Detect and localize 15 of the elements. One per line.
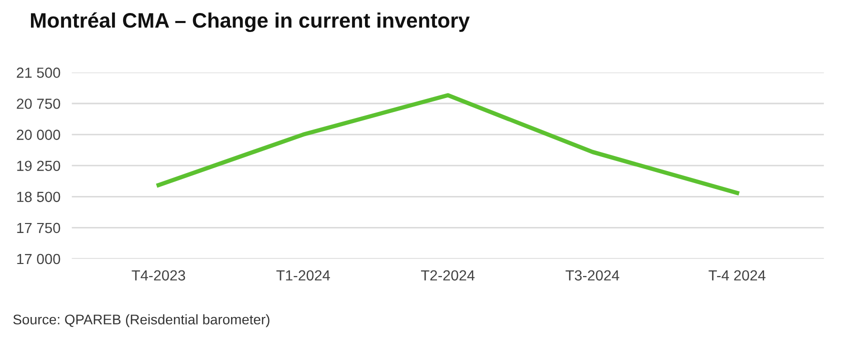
source-note: Source: QPAREB (Reisdential barometer) [13,314,270,328]
y-tick-label: 19 250 [17,160,60,172]
y-tick-label: 18 500 [17,192,60,202]
y-tick-label: 20 750 [16,98,60,109]
y-tick-label: 21 500 [16,68,60,78]
y-tick-label: 17 750 [17,222,60,234]
x-tick-label: T1-2024 [276,270,330,281]
chart-title: Montréal CMA – Change in current inventory [30,12,470,32]
x-tick-label: T4-2023 [132,270,186,281]
x-tick-label: T3-2024 [566,270,620,281]
x-tick-label: T2-2024 [421,270,475,281]
x-tick-label: T-4 2024 [708,270,766,281]
y-tick-label: 17 000 [17,254,60,264]
y-tick-label: 20 000 [16,130,60,140]
line-series [156,93,740,196]
